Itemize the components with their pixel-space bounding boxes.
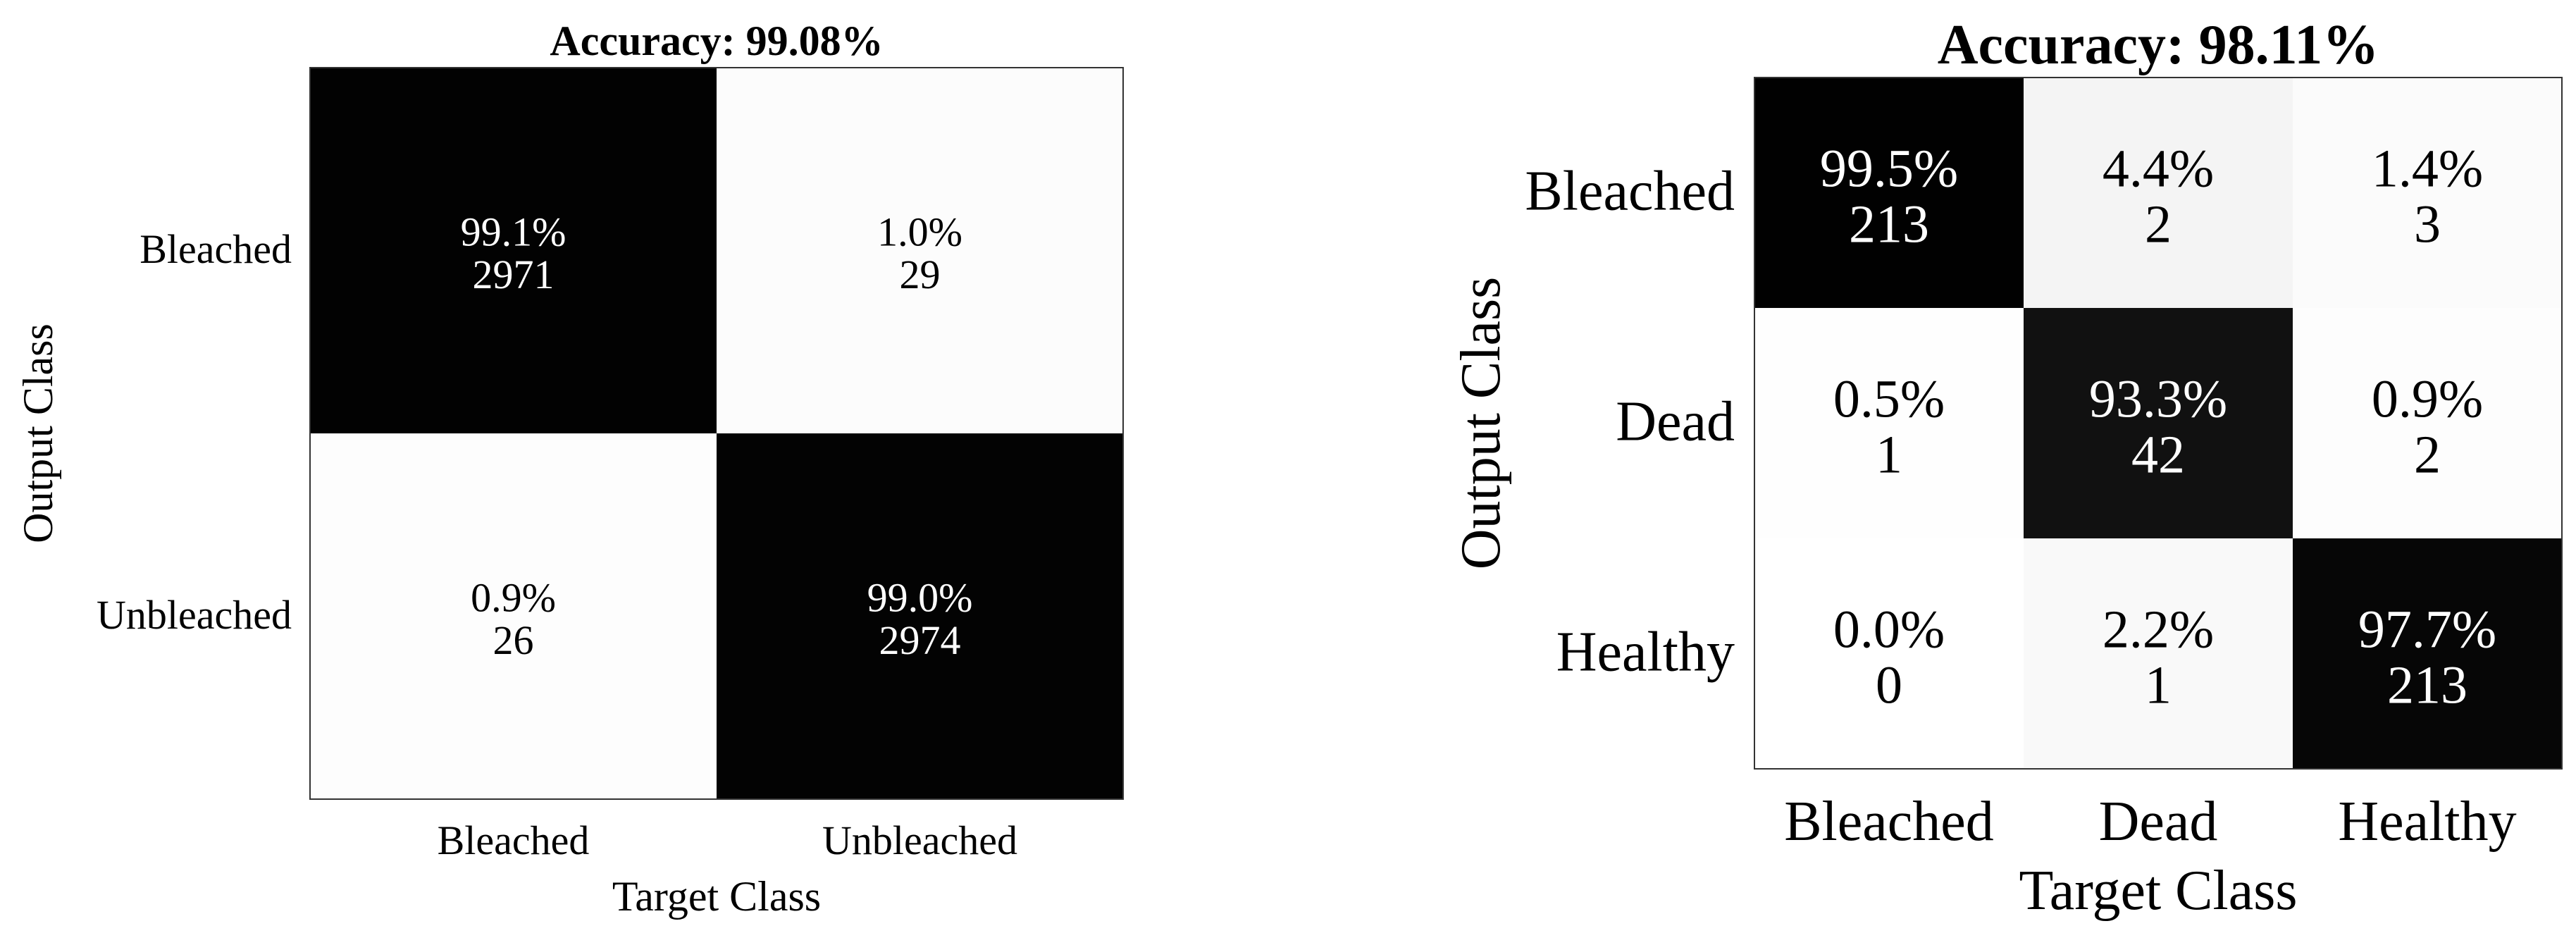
cell-count-label: 42: [2131, 425, 2185, 484]
cell-count-label: 0: [1876, 655, 1902, 715]
cell-percent-label: 1.0%: [877, 209, 962, 255]
cell-count-label: 2: [2145, 194, 2172, 254]
cell-count-label: 213: [1849, 194, 1929, 254]
matrix-cell: [1754, 78, 2024, 308]
matrix-cell: [717, 68, 1123, 433]
chart-title: Accuracy: 99.08%: [550, 18, 883, 64]
cell-percent-label: 0.5%: [1833, 369, 1945, 428]
matrix-cell: [310, 433, 717, 799]
cell-percent-label: 0.0%: [1833, 600, 1945, 659]
matrix-frame: [309, 67, 1124, 800]
cell-count-label: 1: [1876, 425, 1902, 484]
x-tick-label: Healthy: [2338, 791, 2516, 853]
cell-percent-label: 4.4%: [2103, 139, 2214, 198]
cell-count-label: 1: [2145, 655, 2172, 715]
y-axis-label: Output Class: [15, 323, 61, 543]
matrix-cell: [1754, 308, 2024, 538]
matrix-cell: [2293, 308, 2562, 538]
y-tick-label: Unbleached: [97, 592, 292, 638]
x-axis-label: Target Class: [612, 873, 821, 920]
matrix-cell: [717, 433, 1123, 799]
cell-count-label: 29: [900, 252, 941, 297]
y-tick-label: Dead: [1616, 391, 1735, 453]
cell-percent-label: 1.4%: [2372, 139, 2483, 198]
x-tick-label: Bleached: [1784, 791, 1994, 853]
x-tick-label: Bleached: [438, 817, 590, 863]
matrix-cell: [2024, 78, 2293, 308]
cell-percent-label: 99.1%: [461, 209, 566, 255]
x-tick-label: Unbleached: [822, 817, 1017, 863]
cell-percent-label: 0.9%: [471, 575, 556, 621]
cell-percent-label: 0.9%: [2372, 369, 2483, 428]
confusion-matrix-2: Accuracy: 98.11%99.5%2134.4%21.4%30.5%19…: [1450, 14, 2563, 922]
matrix-cell: [1754, 538, 2024, 769]
matrix-cell: [2293, 78, 2562, 308]
cell-percent-label: 99.0%: [867, 575, 973, 621]
cell-count-label: 3: [2414, 194, 2441, 254]
confusion-matrix-1: Accuracy: 99.08% 99.1%2971 1.0%29 0.9%26 99.…: [15, 18, 1124, 920]
chart-title: Accuracy: 98.11%: [1938, 14, 2379, 76]
cell-percent-label: 99.5%: [1820, 139, 1958, 198]
cell-count-label: 213: [2387, 655, 2467, 715]
matrix-cell: [310, 68, 717, 433]
x-tick-label: Dead: [2099, 791, 2218, 853]
cell-percent-label: 97.7%: [2358, 600, 2496, 659]
y-axis-label: Output Class: [1450, 277, 1512, 570]
cell-count-label: 2971: [473, 252, 555, 297]
y-tick-label: Bleached: [1525, 161, 1735, 223]
cell-count-label: 2: [2414, 425, 2441, 484]
cell-count-label: 26: [493, 617, 534, 663]
matrix-cell: [2024, 538, 2293, 769]
y-tick-label: Healthy: [1556, 622, 1735, 684]
matrix-cell: [2024, 308, 2293, 538]
y-tick-label: Bleached: [140, 226, 292, 272]
cell-count-label: 2974: [879, 617, 961, 663]
matrix-frame: [1754, 77, 2563, 770]
cell-percent-label: 93.3%: [2089, 369, 2227, 428]
matrix-cell: [2293, 538, 2562, 769]
cell-percent-label: 2.2%: [2103, 600, 2214, 659]
x-axis-label: Target Class: [2019, 860, 2297, 922]
